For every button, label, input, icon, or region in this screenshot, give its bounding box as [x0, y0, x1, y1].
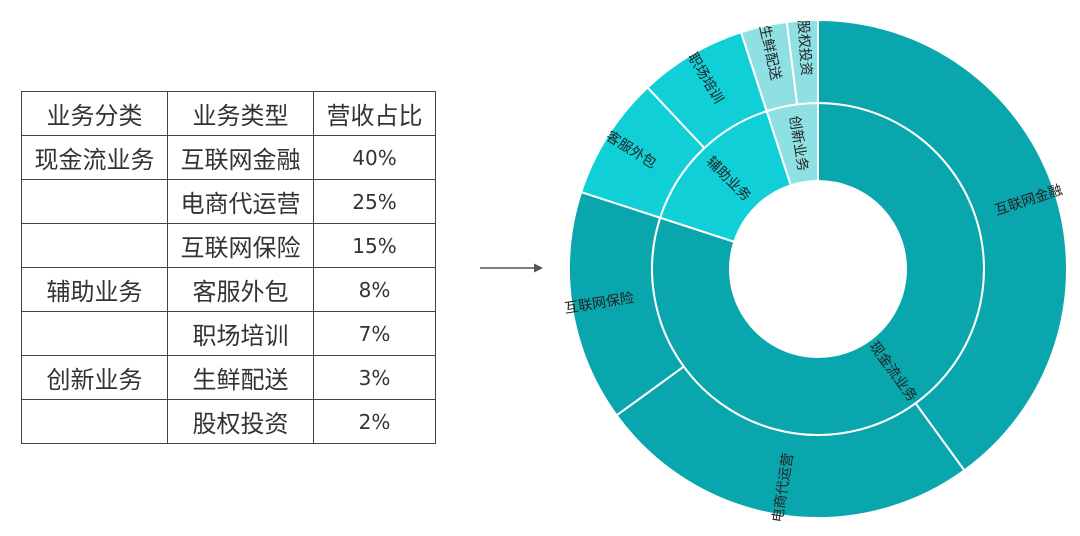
cell-share: 40% — [313, 135, 436, 180]
table-header-row: 业务分类 业务类型 营收占比 — [21, 91, 436, 136]
header-type: 业务类型 — [167, 91, 314, 136]
table-row: 职场培训 7% — [21, 311, 436, 356]
inner-ring — [651, 101, 985, 436]
table-row: 辅助业务 客服外包 8% — [21, 267, 436, 312]
cell-share: 15% — [313, 223, 436, 268]
outer-segment-0 — [817, 18, 1068, 472]
header-category: 业务分类 — [21, 91, 168, 136]
cell-type: 职场培训 — [167, 311, 314, 356]
table-row: 互联网保险 15% — [21, 223, 436, 268]
cell-category — [21, 399, 168, 444]
cell-type: 电商代运营 — [167, 179, 314, 224]
header-share: 营收占比 — [313, 91, 436, 136]
cell-category: 辅助业务 — [21, 267, 168, 312]
outer-segment-6 — [785, 18, 819, 106]
cell-type: 股权投资 — [167, 399, 314, 444]
table-row: 股权投资 2% — [21, 399, 436, 444]
cell-share: 7% — [313, 311, 436, 356]
cell-share: 25% — [313, 179, 436, 224]
outer-segment-1 — [615, 365, 966, 519]
outer-ring — [568, 18, 1068, 519]
revenue-table: 业务分类 业务类型 营收占比 现金流业务 互联网金融 40% 电商代运营 25%… — [21, 91, 436, 444]
cell-type: 生鲜配送 — [167, 355, 314, 400]
cell-type: 客服外包 — [167, 267, 314, 312]
right-arrow-icon — [480, 263, 543, 273]
cell-share: 2% — [313, 399, 436, 444]
outer-label-6: 股权投资 — [794, 19, 813, 76]
